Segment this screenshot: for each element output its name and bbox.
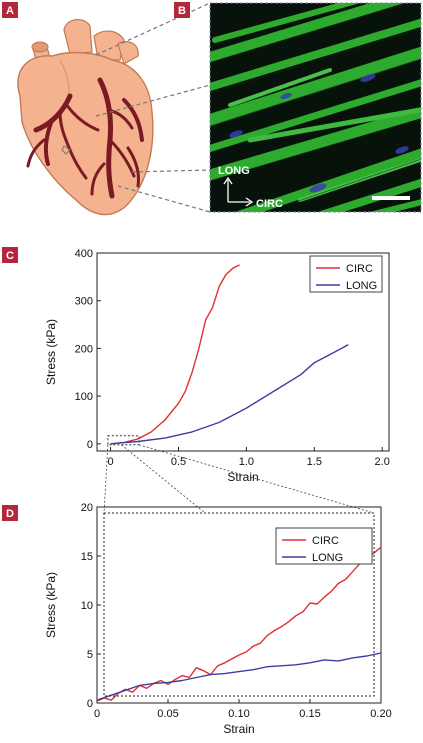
x-tick-label: 0.15 bbox=[299, 708, 320, 720]
y-tick-label: 20 bbox=[81, 502, 93, 514]
panel-c: C 0 0.5 1.0 1.5 2.0 0 100 200 300 400 Strain Stress… bbox=[2, 247, 390, 484]
panel-b: B bbox=[174, 2, 422, 213]
zoom-lines-cd bbox=[103, 444, 375, 514]
series-line-long bbox=[110, 343, 349, 445]
y-tick-label: 100 bbox=[75, 391, 93, 403]
x-tick-label: 0.05 bbox=[157, 708, 178, 720]
coronary-vessels bbox=[26, 77, 144, 199]
plot-frame bbox=[96, 252, 390, 452]
series-line-circ bbox=[96, 546, 382, 702]
y-axis-title: Stress (kPa) bbox=[44, 572, 58, 638]
legend-label-circ: CIRC bbox=[312, 535, 339, 547]
zoom-lines-ab bbox=[61, 2, 211, 213]
zoom-connector-line bbox=[138, 444, 375, 514]
panel-a-label: A bbox=[6, 5, 14, 17]
panel-c-tag: C bbox=[2, 247, 18, 263]
series-line-circ bbox=[110, 264, 240, 445]
legend-box bbox=[309, 255, 383, 293]
series-line-long bbox=[96, 652, 382, 701]
zoom-connector-line bbox=[121, 444, 206, 514]
legend-box bbox=[275, 527, 373, 565]
legend-label-long: LONG bbox=[312, 552, 343, 564]
x-tick-label: 0.10 bbox=[228, 708, 249, 720]
panel-a-tag: A bbox=[2, 2, 18, 18]
legend-label-circ: CIRC bbox=[346, 263, 373, 275]
panel-a: A bbox=[2, 2, 211, 216]
x-tick-label: 0 bbox=[108, 456, 114, 468]
x-axis-title: Strain bbox=[227, 470, 258, 484]
panel-d-label: D bbox=[6, 508, 14, 520]
panel-c-label: C bbox=[6, 250, 14, 262]
x-axis-title: Strain bbox=[223, 722, 254, 736]
circ-orientation-label: CIRC bbox=[256, 198, 283, 210]
panel-b-label: B bbox=[178, 5, 186, 17]
x-tick-label: 0 bbox=[94, 708, 100, 720]
y-tick-label: 0 bbox=[87, 698, 93, 710]
long-orientation-label: LONG bbox=[218, 165, 250, 177]
y-tick-label: 200 bbox=[75, 343, 93, 355]
zoom-inset-frame bbox=[103, 512, 375, 697]
y-tick-label: 0 bbox=[87, 439, 93, 451]
panel-b-tag: B bbox=[174, 2, 190, 18]
cardiomyocyte-fibers bbox=[210, 3, 421, 212]
x-tick-label: 0.5 bbox=[171, 456, 186, 468]
panel-d: D 0 0.05 0.10 0.15 0.20 0 5 10 15 20 Strain Stress … bbox=[2, 502, 392, 736]
legend-label-long: LONG bbox=[346, 280, 377, 292]
y-tick-label: 300 bbox=[75, 296, 93, 308]
x-tick-label: 1.5 bbox=[307, 456, 322, 468]
stress-strain-chart-zoom: 0 0.05 0.10 0.15 0.20 0 5 10 15 20 Strain Stress (k… bbox=[44, 502, 392, 736]
x-tick-label: 2.0 bbox=[375, 456, 390, 468]
heart-illustration bbox=[17, 19, 154, 216]
y-tick-label: 5 bbox=[87, 649, 93, 661]
stress-strain-chart-full: 0 0.5 1.0 1.5 2.0 0 100 200 300 400 Strain Stress (… bbox=[44, 248, 390, 484]
y-axis-title: Stress (kPa) bbox=[44, 319, 58, 385]
zoom-connector-line bbox=[103, 444, 109, 514]
orientation-arrows bbox=[223, 176, 254, 207]
y-tick-label: 400 bbox=[75, 248, 93, 260]
x-tick-label: 0.20 bbox=[370, 708, 391, 720]
zoom-region bbox=[107, 435, 140, 446]
y-tick-label: 10 bbox=[81, 600, 93, 612]
x-tick-label: 1.0 bbox=[239, 456, 254, 468]
panel-d-tag: D bbox=[2, 505, 18, 521]
scale-bar bbox=[372, 196, 410, 200]
y-tick-label: 15 bbox=[81, 551, 93, 563]
micrograph-border bbox=[209, 2, 422, 213]
